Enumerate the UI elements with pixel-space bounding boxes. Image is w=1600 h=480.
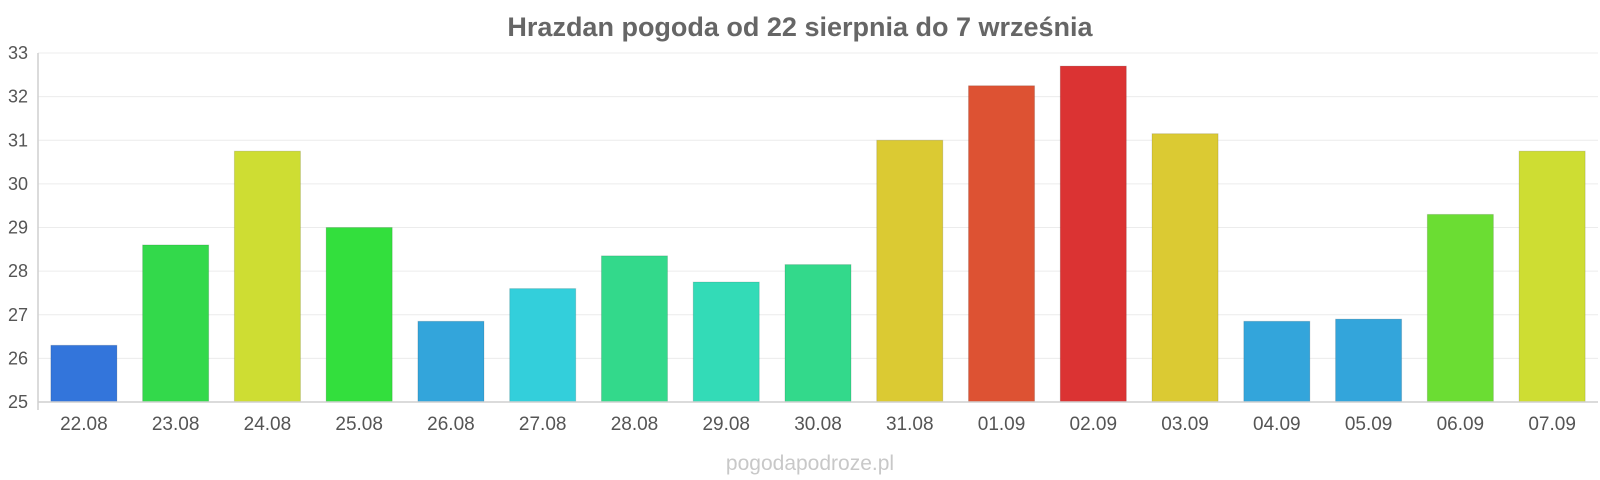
chart-title: Hrazdan pogoda od 22 sierpnia do 7 wrześ… bbox=[507, 12, 1093, 42]
bar-07.09 bbox=[1518, 150, 1586, 403]
x-tick-label: 06.09 bbox=[1437, 414, 1485, 435]
x-tick-label: 02.09 bbox=[1070, 414, 1118, 435]
y-tick-label: 32 bbox=[8, 87, 28, 107]
axes bbox=[37, 53, 1598, 410]
bar-22.08 bbox=[50, 344, 118, 403]
bar-24.08 bbox=[233, 150, 301, 403]
x-tick-label: 25.08 bbox=[335, 414, 383, 435]
y-tick-label: 29 bbox=[8, 218, 28, 238]
y-tick-label: 30 bbox=[8, 174, 28, 194]
x-tick-label: 03.09 bbox=[1161, 414, 1209, 435]
bar-23.08 bbox=[142, 244, 210, 403]
x-tick-label: 01.09 bbox=[978, 414, 1026, 435]
y-axis-ticks: 25 26 27 28 29 30 31 32 33 bbox=[8, 43, 28, 412]
bar-06.09 bbox=[1426, 213, 1494, 403]
bar-25.08 bbox=[325, 227, 393, 403]
bar-29.08 bbox=[692, 281, 760, 403]
x-tick-label: 05.09 bbox=[1345, 414, 1393, 435]
bar-28.08 bbox=[600, 255, 669, 403]
y-tick-label: 33 bbox=[8, 43, 28, 63]
x-tick-label: 26.08 bbox=[427, 414, 475, 435]
x-tick-label: 24.08 bbox=[244, 414, 292, 435]
y-tick-label: 25 bbox=[8, 392, 28, 412]
y-tick-label: 28 bbox=[8, 261, 28, 281]
bar-04.09 bbox=[1243, 320, 1311, 403]
y-tick-label: 26 bbox=[8, 348, 28, 368]
bar-05.09 bbox=[1335, 318, 1403, 403]
x-tick-label: 29.08 bbox=[702, 414, 750, 435]
x-tick-label: 23.08 bbox=[152, 414, 200, 435]
x-axis-ticks: 22.08 23.08 24.08 25.08 26.08 27.08 28.08 29.08… bbox=[60, 414, 1576, 435]
y-tick-label: 27 bbox=[8, 305, 28, 325]
x-tick-label: 07.09 bbox=[1528, 414, 1576, 435]
y-tick-label: 31 bbox=[8, 130, 28, 150]
x-tick-label: 31.08 bbox=[886, 414, 934, 435]
bar-03.09 bbox=[1151, 133, 1219, 403]
x-tick-label: 22.08 bbox=[60, 414, 108, 435]
watermark: pogodapodroze.pl bbox=[726, 452, 894, 475]
bar-31.08 bbox=[876, 139, 944, 403]
bar-30.08 bbox=[784, 264, 852, 403]
bar-26.08 bbox=[417, 320, 485, 403]
bar-27.08 bbox=[509, 288, 577, 403]
x-tick-label: 27.08 bbox=[519, 414, 567, 435]
bar-01.09 bbox=[967, 85, 1036, 403]
bars bbox=[50, 65, 1586, 403]
bar-02.09 bbox=[1059, 65, 1127, 403]
x-tick-label: 30.08 bbox=[794, 414, 842, 435]
x-tick-label: 28.08 bbox=[611, 414, 659, 435]
x-tick-label: 04.09 bbox=[1253, 414, 1301, 435]
